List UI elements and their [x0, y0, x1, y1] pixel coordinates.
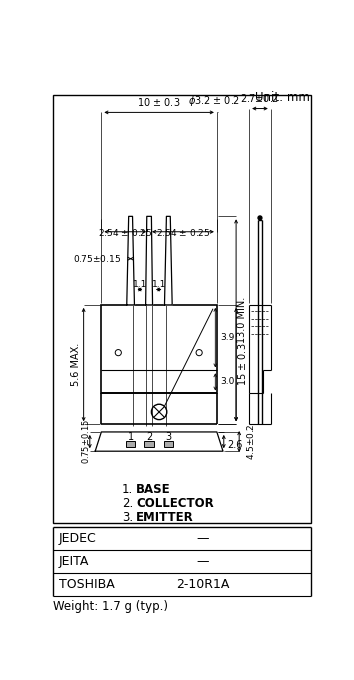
Circle shape — [258, 216, 262, 220]
Text: COLLECTOR: COLLECTOR — [136, 497, 214, 510]
Text: EMITTER: EMITTER — [136, 511, 194, 524]
Text: 3: 3 — [165, 432, 171, 442]
Text: —: — — [196, 555, 209, 568]
Text: JEITA: JEITA — [59, 555, 89, 568]
Text: $\phi$3.2 $\pm$ 0.2: $\phi$3.2 $\pm$ 0.2 — [188, 94, 240, 107]
Polygon shape — [127, 216, 135, 305]
Text: 2-10R1A: 2-10R1A — [176, 578, 229, 591]
Text: 1.1: 1.1 — [152, 279, 166, 288]
Text: 1.1: 1.1 — [133, 279, 147, 288]
Text: TOSHIBA: TOSHIBA — [59, 578, 115, 591]
Text: 15 $\pm$ 0.3: 15 $\pm$ 0.3 — [236, 343, 248, 386]
Text: 0.75$\pm$0.15: 0.75$\pm$0.15 — [80, 419, 91, 464]
Bar — [101, 305, 217, 394]
Text: 3.0: 3.0 — [221, 377, 235, 386]
Bar — [126, 441, 135, 447]
Text: BASE: BASE — [136, 483, 171, 496]
Text: 0.75$\pm$0.15: 0.75$\pm$0.15 — [73, 253, 121, 265]
Text: 2.54 $\pm$ 0.25: 2.54 $\pm$ 0.25 — [98, 227, 152, 238]
Text: 1: 1 — [127, 432, 134, 442]
Text: 2.54 $\pm$ 0.25: 2.54 $\pm$ 0.25 — [156, 227, 210, 238]
Polygon shape — [95, 432, 223, 452]
Bar — [144, 441, 154, 447]
Text: 2.7$\pm$0.2: 2.7$\pm$0.2 — [240, 92, 279, 104]
Text: 2: 2 — [146, 432, 152, 442]
Text: JEDEC: JEDEC — [59, 532, 97, 545]
Text: 10 $\pm$ 0.3: 10 $\pm$ 0.3 — [137, 96, 181, 107]
Text: 13.0 MIN.: 13.0 MIN. — [237, 297, 247, 343]
Polygon shape — [165, 216, 172, 305]
Text: 4.5$\pm$0.2: 4.5$\pm$0.2 — [245, 423, 256, 460]
Text: Weight: 1.7 g (typ.): Weight: 1.7 g (typ.) — [53, 600, 168, 613]
Polygon shape — [145, 216, 153, 305]
Text: 3.9: 3.9 — [221, 333, 235, 342]
Text: Unit: mm: Unit: mm — [255, 91, 310, 104]
Bar — [164, 441, 173, 447]
Text: 2.6: 2.6 — [228, 440, 243, 450]
Text: 3.: 3. — [122, 511, 133, 524]
Bar — [53, 95, 311, 523]
Text: 5.6 MAX.: 5.6 MAX. — [71, 343, 81, 386]
Text: 1.: 1. — [122, 483, 133, 496]
Text: —: — — [196, 532, 209, 545]
Text: 2.: 2. — [122, 497, 133, 510]
